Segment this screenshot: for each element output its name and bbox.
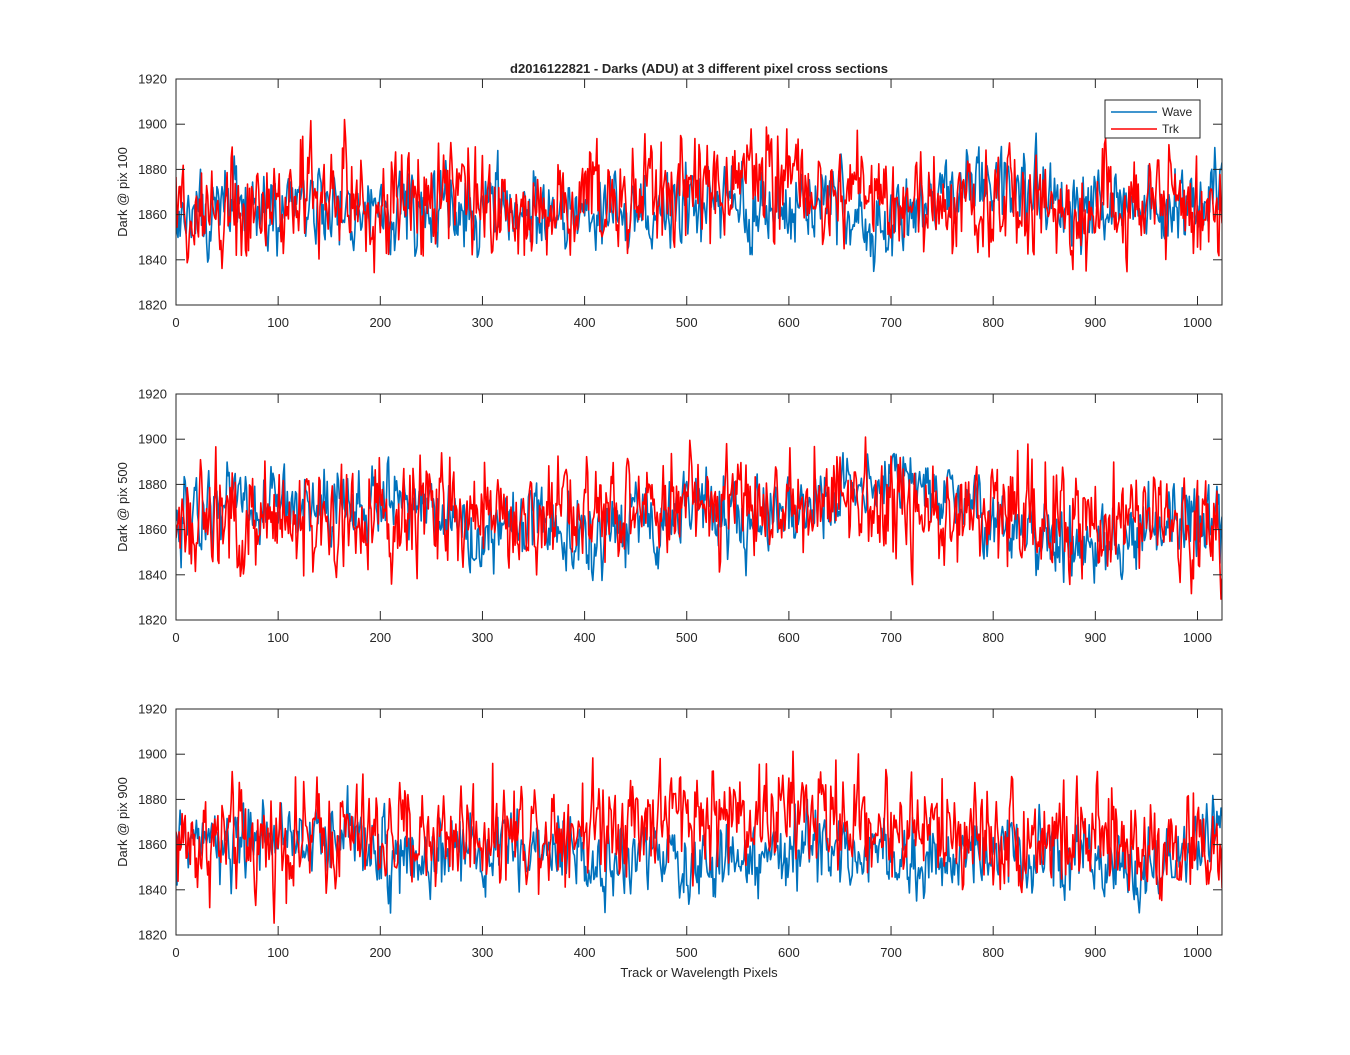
x-tick-label: 800 xyxy=(982,315,1004,330)
y-tick-label: 1860 xyxy=(138,522,167,537)
axes-box xyxy=(175,393,1223,621)
panel-1: 0 100 200 300 400 500 600 700 800 900 1000 1820 1840… xyxy=(115,72,1223,330)
x-tick-label: 500 xyxy=(676,315,698,330)
x-tick-label: 900 xyxy=(1084,630,1106,645)
y-tick-label: 1880 xyxy=(138,477,167,492)
x-tick-label: 1000 xyxy=(1183,630,1212,645)
y-tick-label: 1900 xyxy=(138,117,167,132)
x-tick-label: 400 xyxy=(574,945,596,960)
y-tick-label: 1920 xyxy=(138,387,167,402)
x-tick-label: 300 xyxy=(472,315,494,330)
x-tick-label: 700 xyxy=(880,945,902,960)
x-tick-label: 300 xyxy=(472,630,494,645)
y-axis-label: Dark @ pix 100 xyxy=(115,147,130,237)
x-tick-label: 600 xyxy=(778,945,800,960)
x-tick-label: 100 xyxy=(267,630,289,645)
x-tick-label: 400 xyxy=(574,630,596,645)
x-tick-label: 0 xyxy=(172,945,179,960)
x-tick-label: 200 xyxy=(369,315,391,330)
y-tick-label: 1920 xyxy=(138,702,167,717)
y-tick-label: 1900 xyxy=(138,432,167,447)
x-tick-label: 1000 xyxy=(1183,945,1212,960)
axes-box xyxy=(175,78,1223,306)
legend-label-wave: Wave xyxy=(1162,105,1193,119)
y-tick-label: 1880 xyxy=(138,162,167,177)
y-tick-label: 1840 xyxy=(138,882,167,897)
y-tick-label: 1860 xyxy=(138,207,167,222)
panel-2: 0 100 200 300 400 500 600 700 800 900 1000 1820 1840… xyxy=(115,387,1223,645)
legend-box xyxy=(1104,99,1201,139)
x-tick-label: 300 xyxy=(472,945,494,960)
x-tick-label: 900 xyxy=(1084,945,1106,960)
x-tick-label: 600 xyxy=(778,315,800,330)
x-tick-label: 800 xyxy=(982,630,1004,645)
y-tick-label: 1840 xyxy=(138,252,167,267)
y-tick-label: 1820 xyxy=(138,928,167,943)
x-tick-label: 800 xyxy=(982,945,1004,960)
series-line-trk xyxy=(176,436,1222,600)
x-tick-label: 200 xyxy=(369,945,391,960)
x-tick-label: 900 xyxy=(1084,315,1106,330)
axes-box xyxy=(175,708,1223,936)
y-tick-label: 1860 xyxy=(138,837,167,852)
y-axis-label: Dark @ pix 500 xyxy=(115,462,130,552)
y-tick-label: 1920 xyxy=(138,72,167,87)
x-tick-label: 100 xyxy=(267,315,289,330)
y-tick-label: 1820 xyxy=(138,298,167,313)
x-tick-label: 700 xyxy=(880,315,902,330)
x-tick-label: 0 xyxy=(172,630,179,645)
figure-title: d2016122821 - Darks (ADU) at 3 different… xyxy=(510,61,888,76)
x-axis-label: Track or Wavelength Pixels xyxy=(620,965,778,980)
panels: 0 100 200 300 400 500 600 700 800 900 100018201840… xyxy=(115,72,1223,960)
x-tick-label: 700 xyxy=(880,630,902,645)
legend: Wave Trk xyxy=(1104,99,1201,139)
panel-3: 0 100 200 300 400 500 600 700 800 900 1000 1820 1840… xyxy=(115,702,1223,960)
x-tick-label: 0 xyxy=(172,315,179,330)
x-tick-label: 200 xyxy=(369,630,391,645)
y-tick-label: 1840 xyxy=(138,567,167,582)
x-tick-label: 600 xyxy=(778,630,800,645)
y-tick-label: 1820 xyxy=(138,613,167,628)
x-tick-label: 100 xyxy=(267,945,289,960)
y-tick-label: 1880 xyxy=(138,792,167,807)
y-axis-label: Dark @ pix 900 xyxy=(115,777,130,867)
series-line-trk xyxy=(176,118,1222,274)
series-line-trk xyxy=(176,750,1222,924)
y-tick-label: 1900 xyxy=(138,747,167,762)
x-tick-label: 500 xyxy=(676,630,698,645)
x-tick-label: 500 xyxy=(676,945,698,960)
legend-label-trk: Trk xyxy=(1162,122,1180,136)
x-tick-label: 400 xyxy=(574,315,596,330)
x-tick-label: 1000 xyxy=(1183,315,1212,330)
